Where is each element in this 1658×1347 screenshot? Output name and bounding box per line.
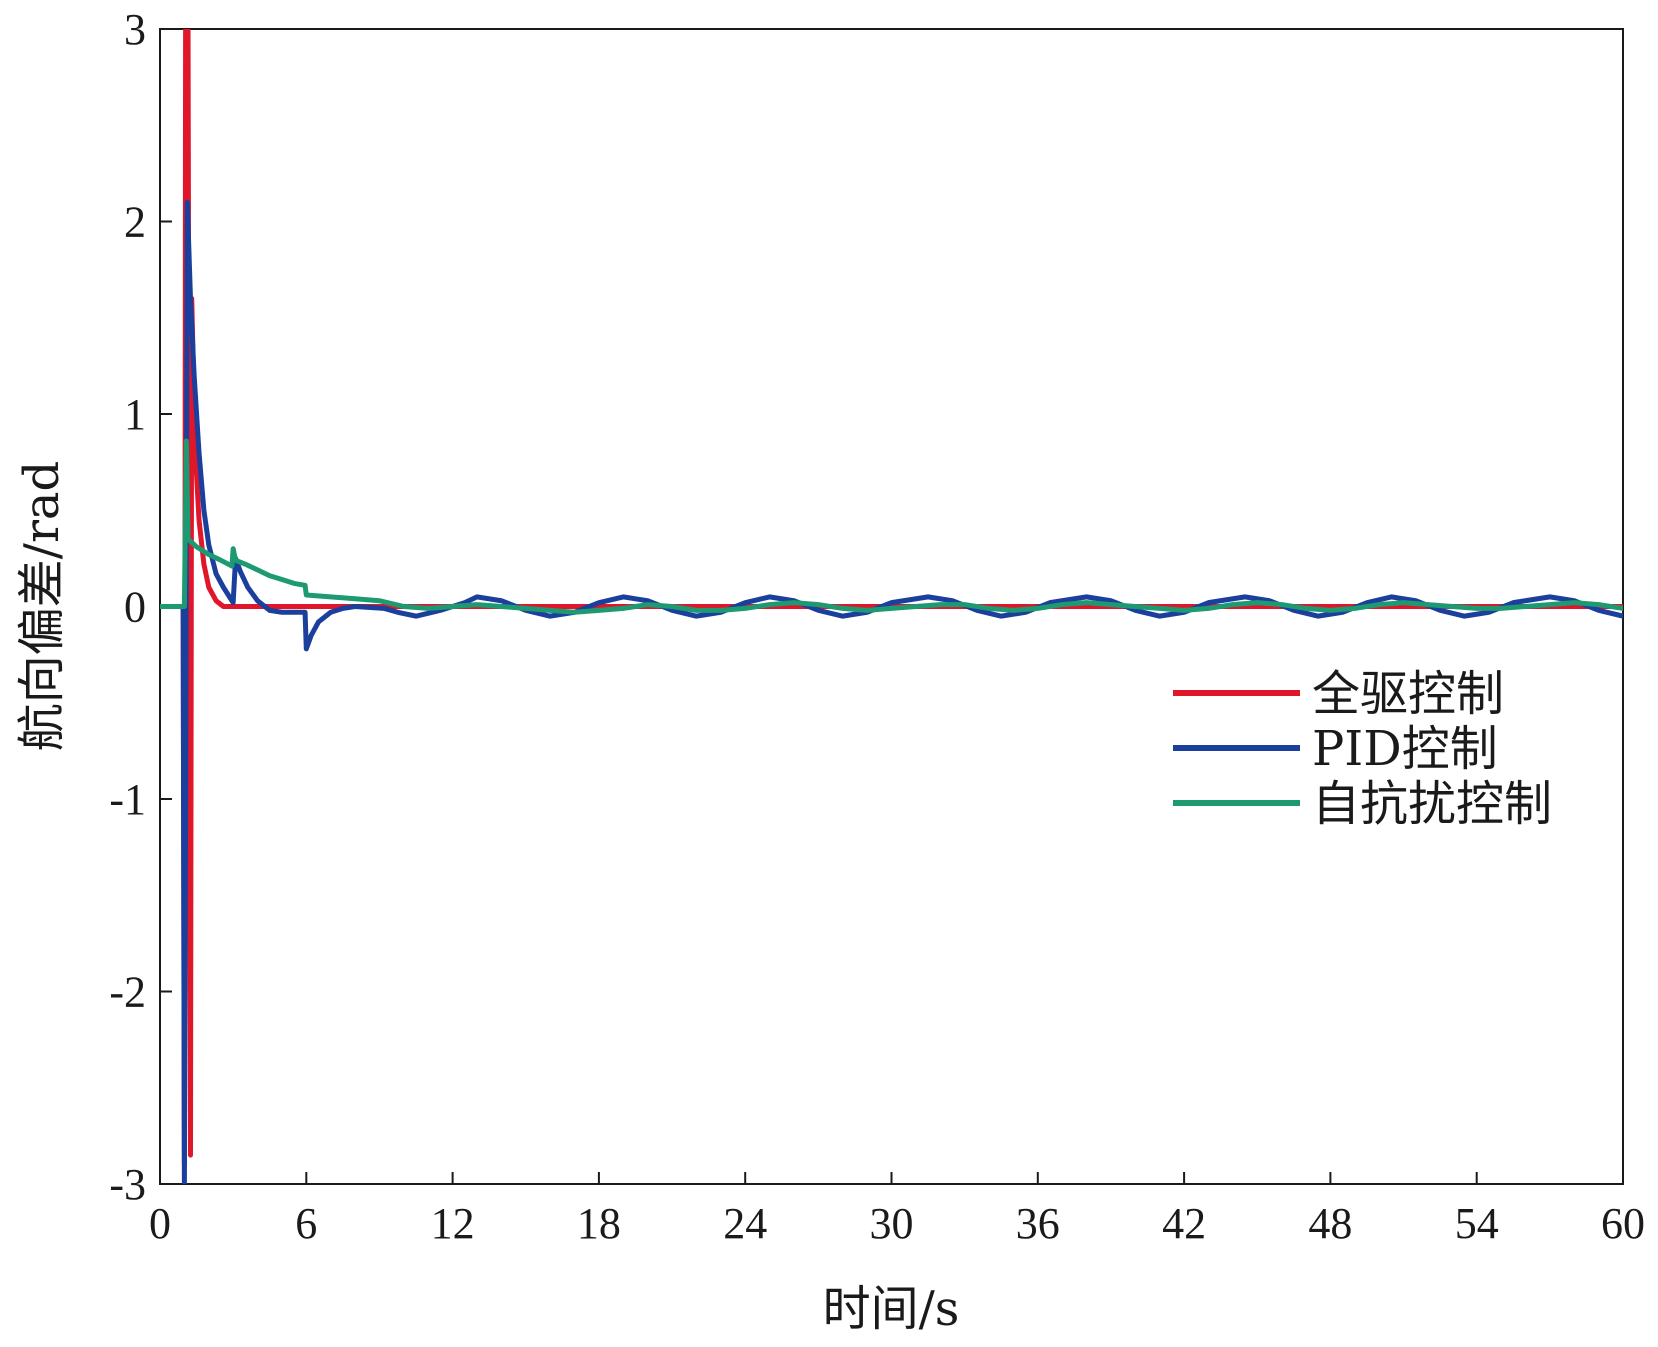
y-tick-label: 2: [124, 198, 146, 247]
x-tick-label: 12: [431, 1199, 475, 1248]
x-tick-label: 0: [149, 1199, 171, 1248]
x-tick-label: 48: [1308, 1199, 1352, 1248]
x-tick-label: 6: [295, 1199, 317, 1248]
legend-label-2: PID控制: [1312, 721, 1498, 777]
x-axis-ticks: 0 6 12 18 24 30 36 42 48 54 60: [149, 1172, 1645, 1248]
x-tick-label: 42: [1162, 1199, 1206, 1248]
y-tick-label: -2: [109, 968, 146, 1017]
y-tick-label: -3: [109, 1160, 146, 1209]
x-tick-label: 30: [870, 1199, 914, 1248]
y-tick-label: -1: [109, 775, 146, 824]
y-axis-label: 航向偏差/rad: [14, 461, 70, 751]
legend-label-3: 自抗扰控制: [1312, 776, 1552, 832]
series-line-3: [160, 438, 1623, 615]
legend-label-1: 全驱控制: [1312, 666, 1504, 722]
series-line-2: [160, 199, 1623, 1184]
x-tick-label: 60: [1601, 1199, 1645, 1248]
x-tick-label: 36: [1016, 1199, 1060, 1248]
x-tick-label: 54: [1455, 1199, 1499, 1248]
y-tick-label: 1: [124, 390, 146, 439]
x-tick-label: 24: [723, 1199, 767, 1248]
x-tick-label: 18: [577, 1199, 621, 1248]
x-axis-label: 时间/s: [823, 1281, 960, 1337]
series-layer: [160, 29, 1623, 1184]
y-tick-label: 3: [124, 5, 146, 54]
y-tick-label: 0: [124, 583, 146, 632]
y-axis-ticks: -3 -2 -1 0 1 2 3: [109, 5, 172, 1209]
